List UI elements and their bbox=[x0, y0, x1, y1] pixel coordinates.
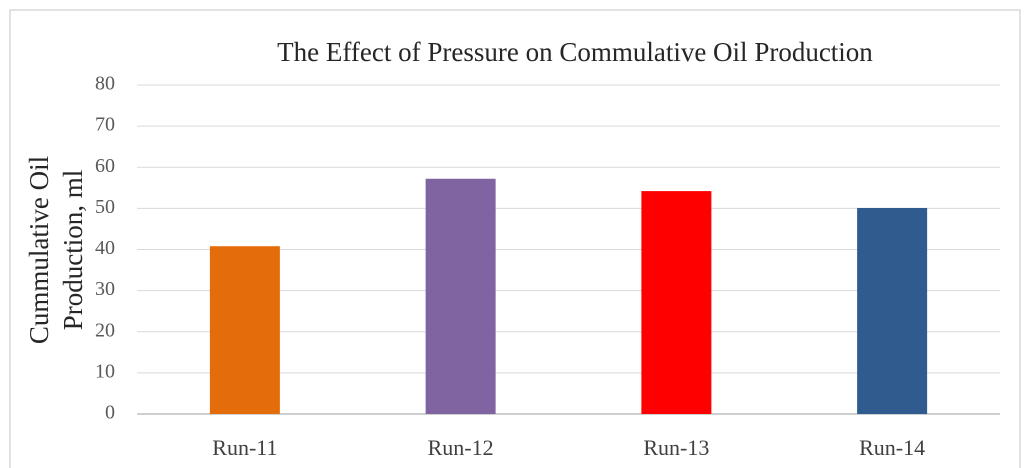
y-tick-label: 70 bbox=[95, 114, 115, 136]
chart-title: The Effect of Pressure on Commulative Oi… bbox=[277, 37, 873, 67]
y-axis-label-line: Cummulative Oil bbox=[24, 156, 54, 344]
x-tick-label: Run-11 bbox=[212, 435, 277, 460]
x-tick-label: Run-12 bbox=[428, 435, 494, 460]
y-axis-label: Cummulative Oil Production, ml bbox=[24, 156, 88, 344]
y-tick-label: 60 bbox=[95, 155, 115, 177]
y-tick-label: 30 bbox=[95, 278, 115, 300]
x-tick-label: Run-14 bbox=[859, 435, 925, 460]
y-tick-label: 40 bbox=[95, 237, 115, 259]
bar bbox=[209, 246, 280, 414]
chart-border bbox=[9, 9, 1021, 468]
x-tick-label: Run-13 bbox=[643, 435, 709, 460]
y-tick-label: 50 bbox=[95, 196, 115, 218]
y-axis-label-line: Production, ml bbox=[58, 170, 88, 331]
bar bbox=[425, 178, 496, 414]
bar bbox=[857, 207, 928, 414]
y-tick-label: 10 bbox=[95, 360, 115, 382]
y-tick-label: 80 bbox=[95, 73, 115, 95]
bar bbox=[641, 191, 712, 414]
y-tick-label: 0 bbox=[105, 402, 115, 424]
y-tick-label: 20 bbox=[95, 319, 115, 341]
